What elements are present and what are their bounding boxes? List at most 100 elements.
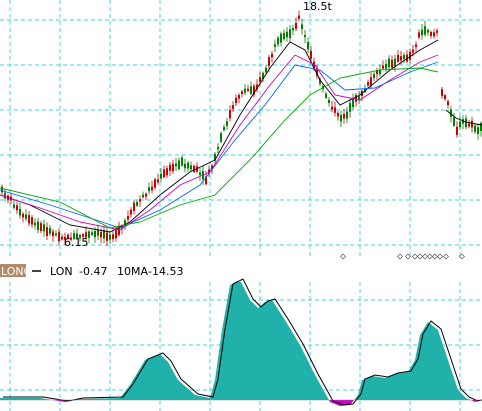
candle-body [430, 32, 432, 37]
candlesticks [1, 10, 482, 247]
lon-10ma-line [3, 278, 482, 406]
candle-body [313, 61, 315, 70]
indicator-badge-label: LONG [1, 265, 32, 278]
candle-body [133, 202, 135, 211]
candle-body [52, 231, 54, 237]
candle-body [268, 57, 270, 66]
lon-label: LON [50, 265, 73, 278]
signal-marker [443, 253, 449, 260]
candle-body [19, 208, 21, 216]
candle-body [127, 216, 129, 220]
candle-body [166, 168, 168, 176]
candle-body [274, 44, 276, 47]
candle-body [441, 89, 443, 96]
candle-body [64, 236, 66, 240]
candle-body [154, 179, 156, 188]
candle-body [199, 172, 201, 176]
candle-body [148, 187, 150, 192]
candle-body [70, 237, 72, 240]
candle-body [453, 117, 455, 126]
candle-body [376, 70, 378, 75]
candle-body [34, 222, 36, 226]
candle-body [400, 56, 402, 61]
candle-body [175, 163, 177, 167]
candle-body [328, 99, 330, 103]
lon-area [0, 282, 482, 406]
candle-body [4, 192, 6, 199]
candle-body [109, 234, 111, 240]
candle-body [433, 32, 435, 37]
candle-body [157, 179, 159, 183]
candle-body [289, 29, 291, 38]
candle-body [307, 42, 309, 50]
candle-body [223, 127, 225, 131]
candle-body [160, 173, 162, 179]
candle-body [181, 157, 183, 166]
candle-body [450, 109, 452, 117]
candle-body [424, 26, 426, 35]
ma-mid1-line [0, 54, 439, 231]
candle-body [447, 101, 449, 106]
signal-marker [437, 253, 443, 260]
candle-body [238, 94, 240, 99]
candle-body [283, 32, 285, 40]
candle-body [415, 44, 417, 48]
candle-body [462, 119, 464, 124]
candle-body [106, 232, 108, 241]
candle-body [103, 230, 105, 239]
candle-body [340, 115, 342, 122]
candle-body [277, 37, 279, 45]
candle-body [412, 49, 414, 53]
candle-body [325, 93, 327, 98]
peak-price-label: 18.5t [303, 0, 332, 13]
candle-body [388, 58, 390, 68]
candle-body [40, 223, 42, 232]
candle-body [184, 163, 186, 169]
candle-body [193, 165, 195, 172]
candle-body [22, 213, 24, 218]
candle-body [13, 204, 15, 208]
trough-price-label: 6.15 [64, 236, 89, 249]
candle-body [385, 63, 387, 69]
candle-body [208, 169, 210, 174]
candle-body [465, 118, 467, 128]
candle-body [151, 186, 153, 191]
signal-marker [459, 253, 465, 260]
candle-body [391, 59, 393, 68]
candle-body [67, 234, 69, 239]
ma-short-line-right [445, 109, 482, 126]
candle-body [1, 186, 3, 193]
candle-body [343, 113, 345, 119]
candle-body [292, 28, 294, 31]
candle-body [256, 84, 258, 90]
candle-body [286, 31, 288, 38]
ma-short-line [0, 39, 439, 233]
candle-body [178, 160, 180, 170]
candle-body [145, 193, 147, 197]
candle-body [421, 29, 423, 36]
candle-body [280, 33, 282, 43]
indicator-badge[interactable] [0, 264, 26, 277]
candle-body [337, 112, 339, 117]
candle-body [295, 22, 297, 29]
candle-body [58, 232, 60, 242]
ma-long-line [0, 67, 439, 229]
candle-body [37, 221, 39, 231]
candle-body [220, 133, 222, 142]
candle-body [304, 35, 306, 38]
candle-body [373, 74, 375, 79]
candle-body [190, 165, 192, 170]
candle-body [241, 91, 243, 95]
candle-body [139, 199, 141, 202]
ma-value: -14.53 [148, 265, 183, 278]
candle-body [229, 109, 231, 119]
candle-body [358, 96, 360, 100]
candle-body [253, 85, 255, 95]
candle-body [136, 202, 138, 206]
candle-body [169, 164, 171, 171]
candle-body [232, 105, 234, 109]
candle-body [46, 227, 48, 236]
candle-body [271, 53, 273, 58]
candle-body [28, 215, 30, 224]
